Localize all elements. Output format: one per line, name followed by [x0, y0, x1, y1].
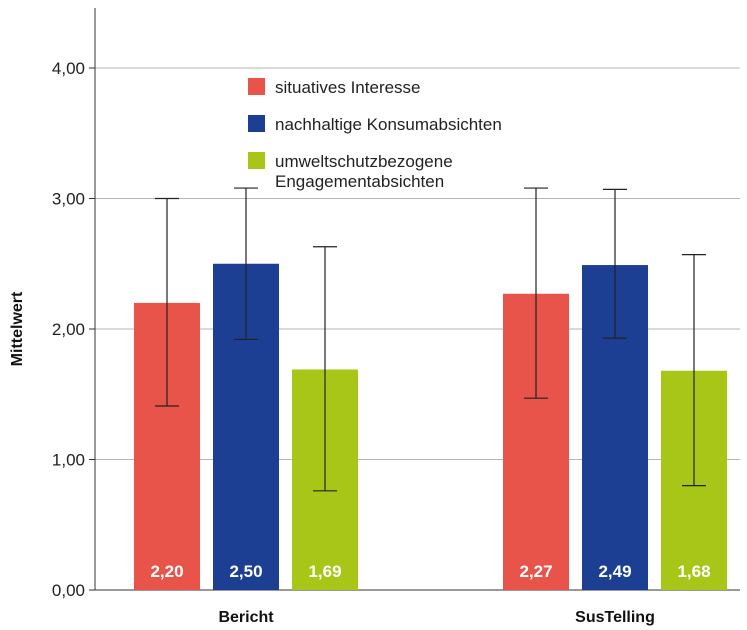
bar-value-label: 2,27: [519, 562, 552, 581]
legend-swatch: [248, 115, 265, 132]
legend-swatch: [248, 78, 265, 95]
bar-value-label: 1,69: [308, 562, 341, 581]
y-tick-label: 0,00: [52, 581, 85, 600]
y-tick-label: 4,00: [52, 59, 85, 78]
x-category-label: SusTelling: [575, 609, 655, 626]
legend-label: umweltschutzbezogene: [275, 152, 453, 171]
x-category-label: Bericht: [218, 609, 274, 626]
bar-value-label: 2,20: [150, 562, 183, 581]
data-labels: 2,20 2,50 1,69 2,27 2,49 1,68: [150, 562, 710, 581]
y-tick-label: 2,00: [52, 320, 85, 339]
bar-value-label: 1,68: [677, 562, 710, 581]
legend-swatch: [248, 152, 265, 169]
y-axis-title: Mittelwert: [9, 291, 26, 366]
legend-label: Engagementabsichten: [275, 172, 444, 191]
legend: situatives Interesse nachhaltige Konsumab…: [248, 78, 502, 191]
legend-label: nachhaltige Konsumabsichten: [275, 115, 502, 134]
bar-value-label: 2,50: [229, 562, 262, 581]
bar-value-label: 2,49: [598, 562, 631, 581]
error-bars: [155, 187, 706, 492]
y-tick-label: 1,00: [52, 451, 85, 470]
bars: [134, 263, 727, 590]
category-labels: Bericht SusTelling: [218, 609, 654, 626]
y-tick-labels: 0,00 1,00 2,00 3,00 4,00: [52, 59, 95, 600]
legend-label: situatives Interesse: [275, 78, 421, 97]
y-tick-label: 3,00: [52, 190, 85, 209]
